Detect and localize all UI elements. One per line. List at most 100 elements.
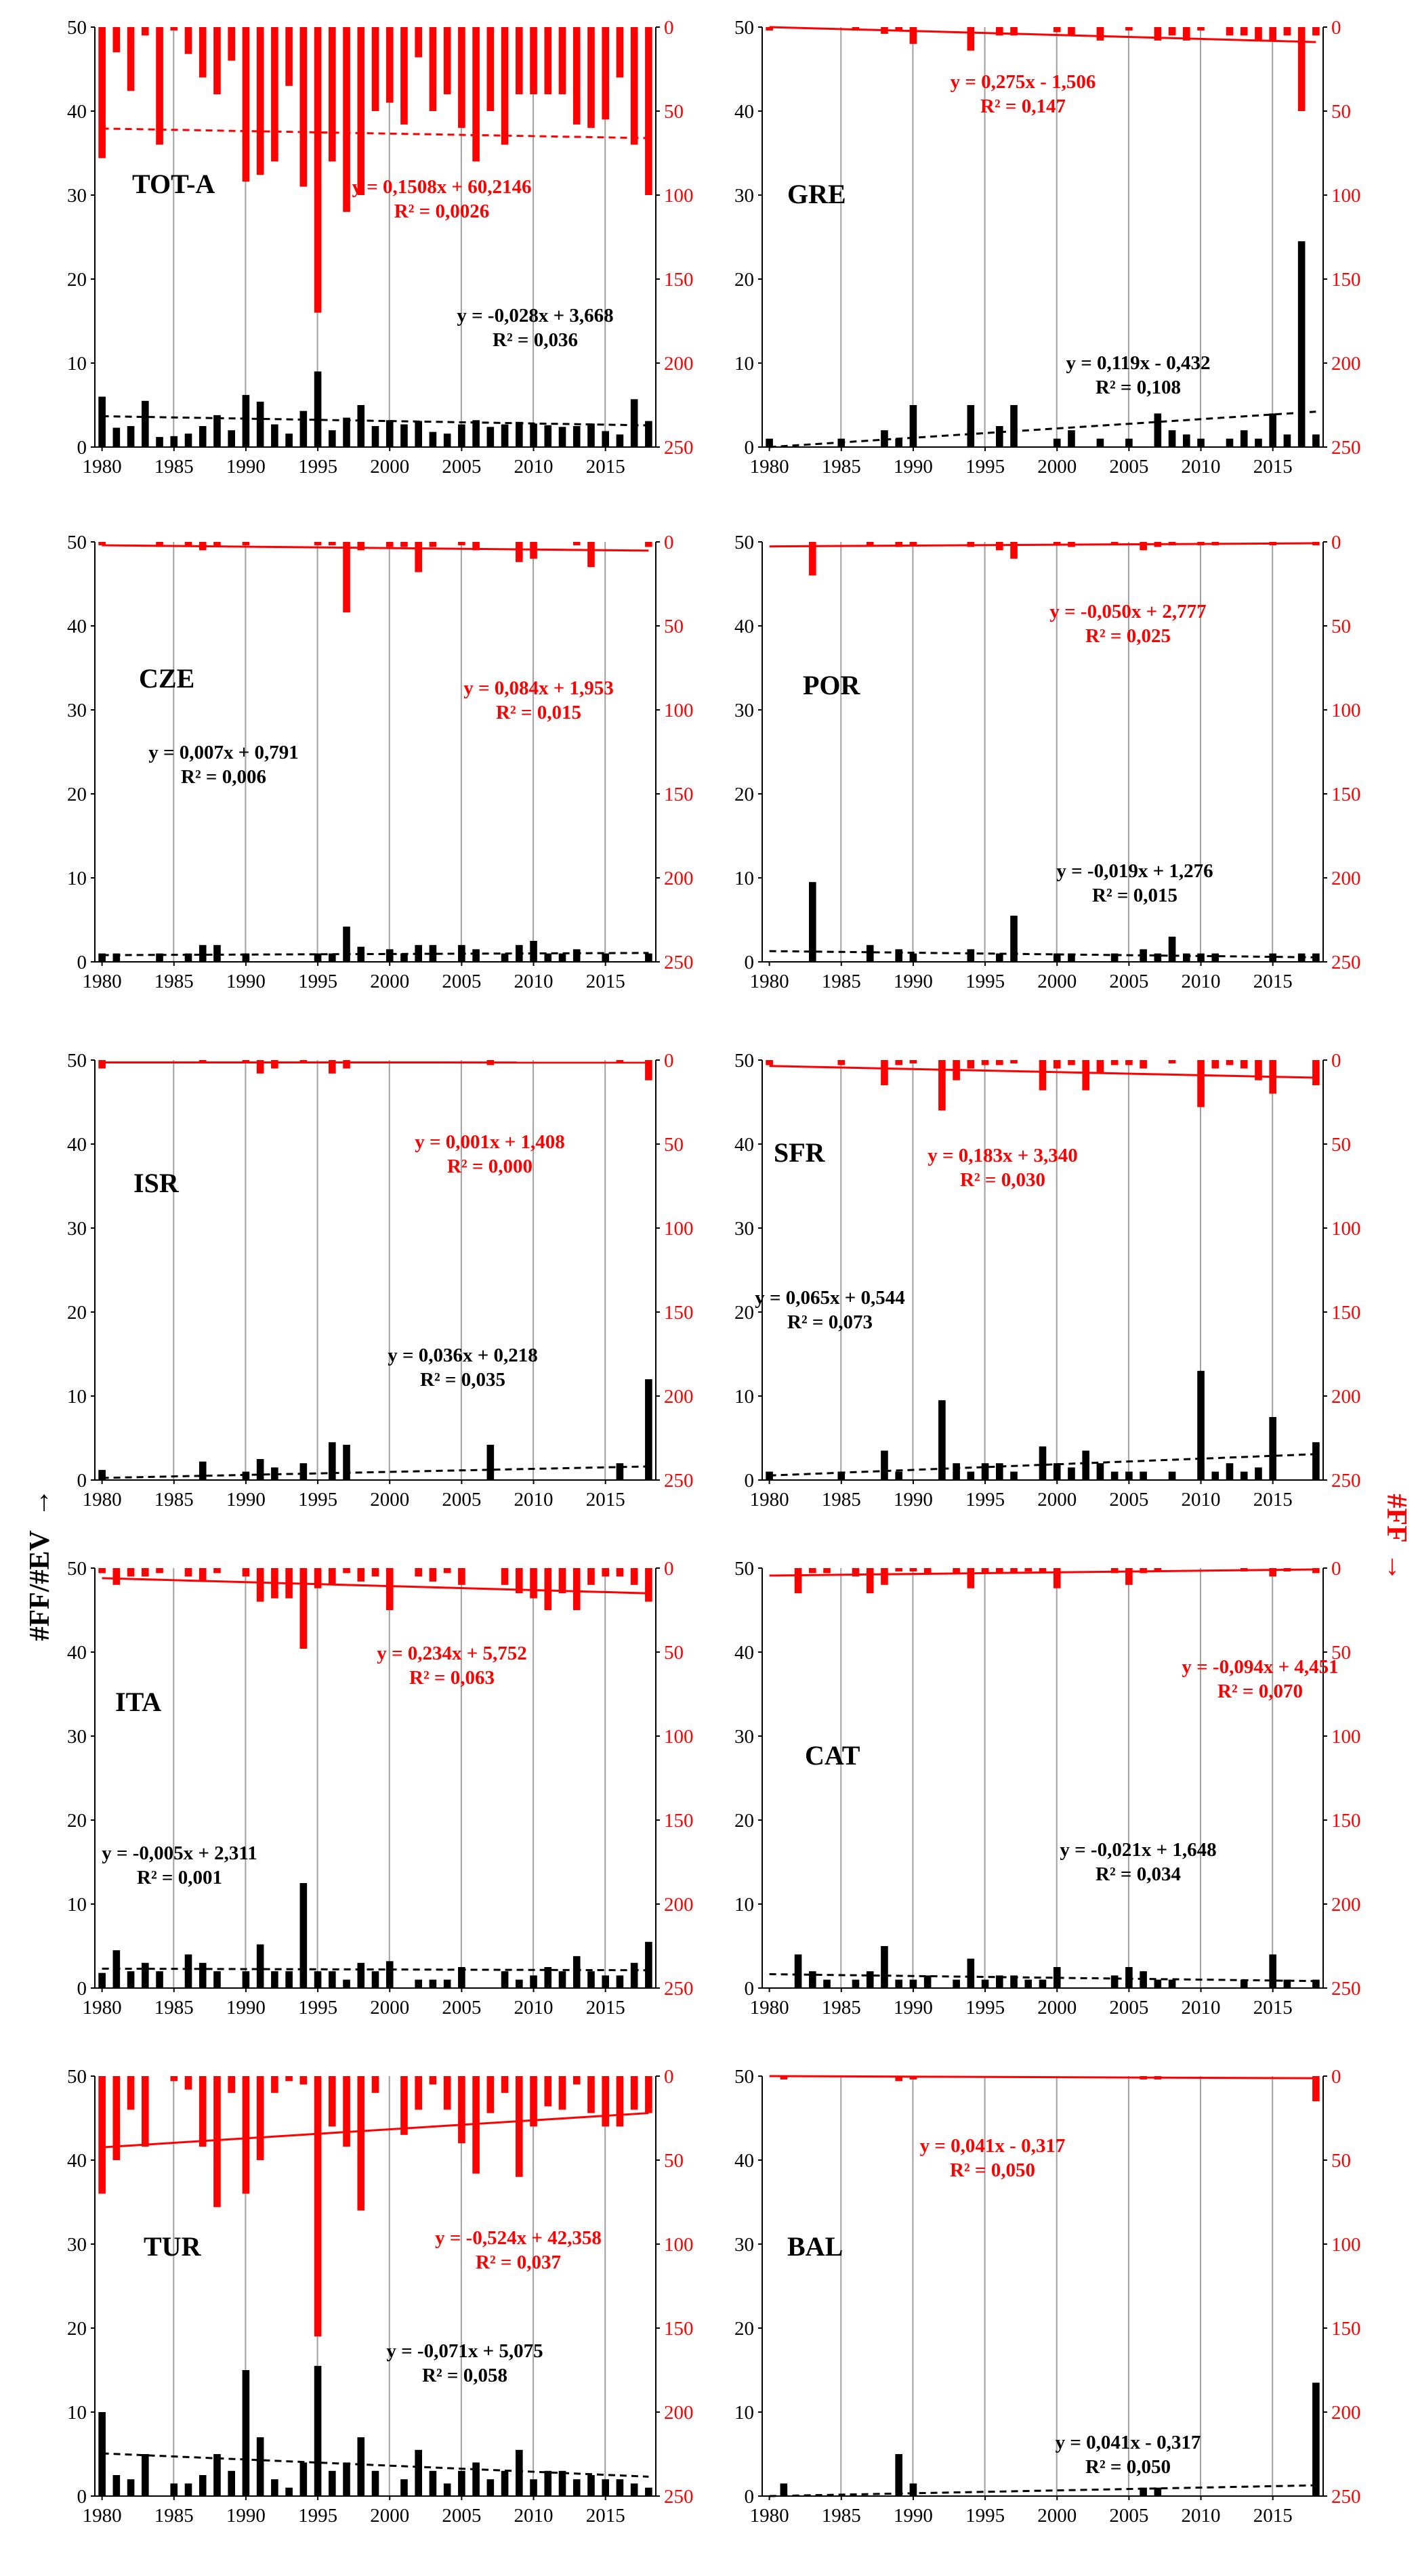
bar-ff: [443, 2076, 451, 2110]
left-tick-label: 0: [745, 1470, 755, 1492]
bar-ff-ev: [881, 1946, 888, 1988]
left-tick-label: 30: [67, 1218, 87, 1240]
x-tick-label: 2000: [370, 971, 409, 992]
bar-ff: [357, 2076, 365, 2211]
bar-ff: [256, 2076, 264, 2160]
bar-ff-ev: [285, 434, 293, 447]
bar-ff-ev: [645, 421, 652, 447]
x-tick-label: 1990: [226, 2505, 266, 2527]
bar-ff-ev: [429, 2470, 437, 2496]
x-tick-label: 1990: [226, 1489, 266, 1511]
bar-ff-ev: [530, 941, 537, 962]
bar-ff: [156, 542, 163, 547]
bar-ff: [809, 542, 816, 576]
bar-ff-ev: [996, 426, 1003, 447]
bar-ff-ev: [443, 2483, 451, 2496]
bar-ff-ev: [314, 2365, 322, 2496]
trend-r2-left: R² = 0,050: [1085, 2456, 1171, 2478]
bar-ff-ev: [242, 1971, 250, 1988]
bar-ff-ev: [809, 1971, 816, 1988]
bar-ff-ev: [112, 427, 121, 447]
trend-equation-right: y = 0,275x - 1,506: [951, 71, 1096, 93]
right-axis-arrow: →: [1381, 1553, 1412, 1582]
trendline-left: [769, 1453, 1316, 1477]
bar-ff: [142, 1568, 149, 1577]
chart-panel-tur: 0 10 20 30 40 50 0 50 100 150 200 250 1980 1985 1990 19…: [67, 2066, 694, 2527]
trend-equation-left: y = -0,005x + 2,311: [102, 1842, 257, 1864]
bar-ff: [1053, 1568, 1061, 1588]
trend-r2-left: R² = 0,006: [181, 766, 266, 788]
x-tick-label: 2015: [1253, 456, 1293, 478]
bar-ff: [909, 27, 917, 44]
x-tick-label: 2005: [1109, 971, 1148, 992]
x-tick-label: 2010: [1182, 971, 1221, 992]
bar-ff-ev: [458, 1967, 465, 1988]
trend-r2-right: R² = 0,015: [496, 702, 581, 723]
bar-ff: [486, 2076, 495, 2113]
left-tick-label: 30: [734, 700, 754, 721]
bar-ff-ev: [1226, 1463, 1234, 1480]
bar-ff-ev: [329, 1971, 336, 1988]
bar-ff: [1154, 1568, 1162, 1571]
right-tick-label: 250: [1331, 2486, 1361, 2508]
bar-ff: [285, 27, 293, 86]
panel-label: BAL: [787, 2231, 843, 2262]
bar-ff-ev: [429, 1979, 437, 1988]
bar-ff-ev: [415, 1979, 422, 1988]
bar-ff: [329, 27, 336, 162]
right-tick-label: 100: [1331, 700, 1361, 721]
bar-ff-ev: [967, 1958, 975, 1988]
left-tick-label: 20: [67, 1810, 87, 1832]
bar-ff: [415, 542, 422, 572]
bar-ff: [572, 1568, 581, 1610]
bar-ff-ev: [299, 1463, 308, 1480]
bar-ff-ev: [501, 953, 509, 962]
bar-ff-ev: [1010, 915, 1018, 962]
trend-r2-left: R² = 0,036: [493, 329, 578, 351]
bar-ff-ev: [156, 1971, 163, 1988]
x-tick-label: 2000: [370, 1489, 409, 1511]
x-tick-label: 1990: [894, 971, 933, 992]
left-tick-label: 30: [734, 2234, 754, 2256]
x-tick-label: 2015: [586, 2505, 625, 2527]
bar-ff-ev: [127, 1971, 135, 1988]
bar-ff-ev: [458, 424, 465, 447]
bar-ff-ev: [909, 1979, 917, 1988]
left-tick-label: 30: [67, 700, 87, 721]
x-tick-label: 2000: [1037, 1489, 1077, 1511]
bar-ff-ev: [329, 430, 336, 447]
bar-ff: [1240, 1060, 1248, 1069]
bar-ff-ev: [256, 402, 264, 447]
bar-ff: [516, 27, 523, 95]
bar-ff-ev: [587, 2475, 595, 2496]
trendline-left: [102, 2452, 649, 2478]
bar-ff-ev: [1197, 1370, 1205, 1480]
left-axis-arrow: →: [24, 1488, 56, 1517]
bar-ff: [371, 1568, 379, 1577]
x-tick-label: 1980: [83, 456, 122, 478]
bar-ff-ev: [472, 949, 480, 962]
chart-panel-bal: 0 10 20 30 40 50 0 50 100 150 200 250 1980 1985 1990 19…: [734, 2066, 1361, 2527]
bar-ff-ev: [558, 1971, 566, 1988]
trend-equation-left: y = 0,119x - 0,432: [1066, 352, 1210, 374]
bar-ff: [184, 2076, 192, 2090]
bar-ff: [343, 27, 350, 212]
bar-ff: [199, 1568, 207, 1582]
x-tick-label: 2010: [1182, 2505, 1221, 2527]
trendline-right: [769, 26, 1316, 43]
left-tick-label: 10: [67, 2402, 87, 2424]
x-tick-label: 1980: [750, 456, 789, 478]
right-tick-label: 50: [664, 616, 684, 637]
bar-ff-ev: [1240, 430, 1248, 447]
bar-ff-ev: [1240, 1471, 1248, 1480]
bar-ff: [587, 2076, 595, 2113]
bar-ff-ev: [242, 395, 250, 447]
bar-ff: [544, 1568, 552, 1610]
trend-equation-right: y = 0,001x + 1,408: [415, 1131, 565, 1153]
right-tick-label: 0: [1331, 1558, 1341, 1580]
bar-ff-ev: [1154, 2487, 1162, 2496]
bar-ff: [429, 27, 437, 111]
bar-ff-ev: [1068, 953, 1075, 962]
left-tick-label: 0: [745, 2486, 755, 2508]
bar-ff: [213, 542, 221, 547]
